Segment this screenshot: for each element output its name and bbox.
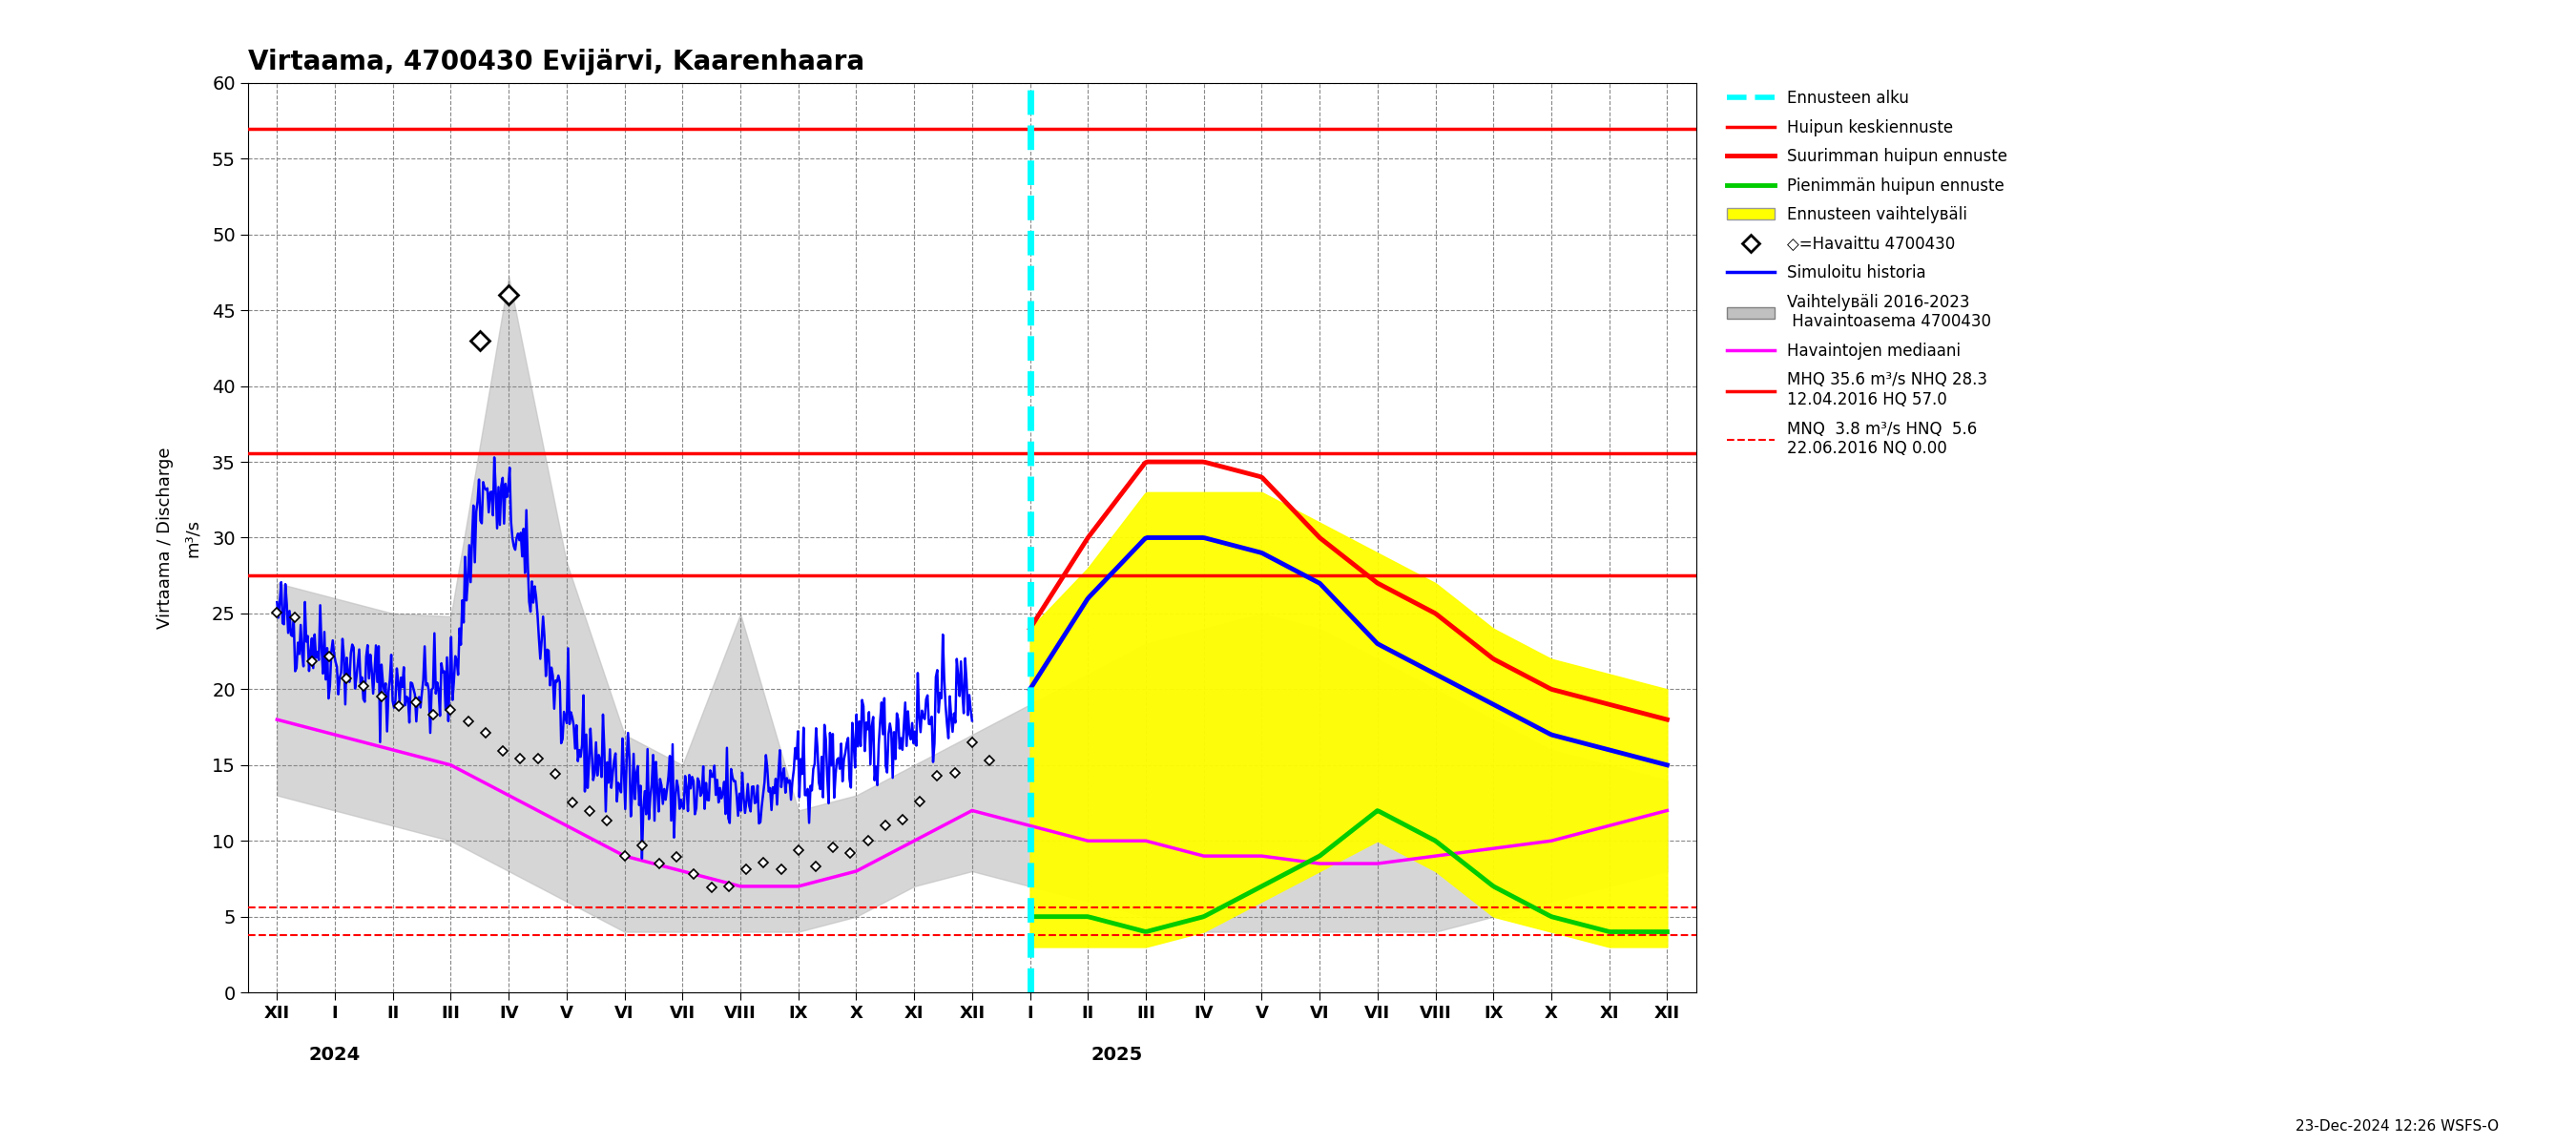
Legend: Ennusteen alku, Huipun keskiennuste, Suurimman huipun ennuste, Pienimmän huipun : Ennusteen alku, Huipun keskiennuste, Suu… <box>1718 81 2014 465</box>
Text: Virtaama, 4700430 Evijärvi, Kaarenhaara: Virtaama, 4700430 Evijärvi, Kaarenhaara <box>247 48 866 76</box>
Text: 2025: 2025 <box>1092 1045 1144 1064</box>
Y-axis label: Virtaama / Discharge
m³/s: Virtaama / Discharge m³/s <box>157 447 201 629</box>
Text: 2024: 2024 <box>309 1045 361 1064</box>
Text: 23-Dec-2024 12:26 WSFS-O: 23-Dec-2024 12:26 WSFS-O <box>2295 1120 2499 1134</box>
